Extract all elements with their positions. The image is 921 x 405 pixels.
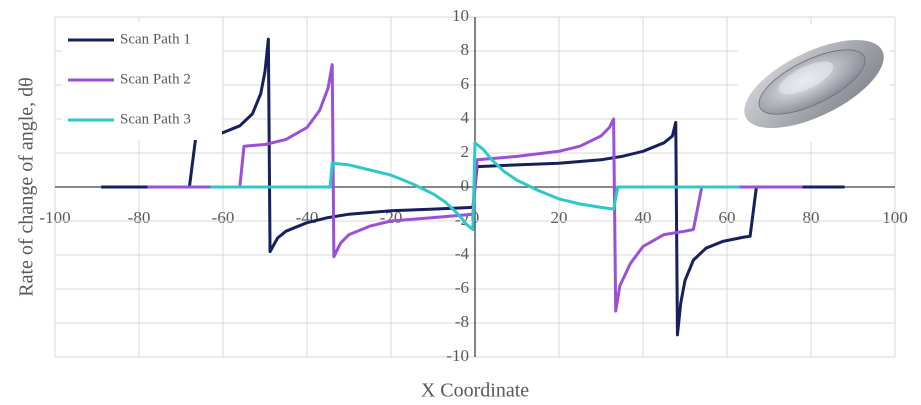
x-tick-label: -80 bbox=[128, 208, 151, 227]
y-tick-label: 8 bbox=[461, 40, 470, 59]
x-tick-label: 20 bbox=[551, 208, 568, 227]
legend-label: Scan Path 2 bbox=[120, 71, 191, 87]
x-axis-title: X Coordinate bbox=[421, 380, 529, 402]
y-tick-label: 4 bbox=[461, 108, 470, 127]
x-tick-label: 100 bbox=[882, 208, 908, 227]
y-tick-label: -8 bbox=[455, 312, 469, 331]
y-axis-title: Rate of change of angle, dθ bbox=[16, 77, 38, 297]
y-tick-label: -10 bbox=[446, 346, 469, 365]
legend: Scan Path 1 Scan Path 2 Scan Path 3 bbox=[62, 22, 222, 140]
x-tick-label: -60 bbox=[212, 208, 235, 227]
y-tick-label: -6 bbox=[455, 278, 469, 297]
chart: X Coordinate Rate of change of angle, dθ… bbox=[0, 0, 921, 405]
legend-label: Scan Path 3 bbox=[120, 111, 191, 127]
x-tick-label: 80 bbox=[803, 208, 820, 227]
y-tick-label: 2 bbox=[461, 142, 470, 161]
y-tick-label: 0 bbox=[461, 176, 470, 195]
x-tick-label: 60 bbox=[719, 208, 736, 227]
legend-label: Scan Path 1 bbox=[120, 31, 191, 47]
inset-image bbox=[732, 22, 897, 146]
y-tick-label: -4 bbox=[455, 244, 470, 263]
x-tick-label: 40 bbox=[635, 208, 652, 227]
y-tick-label: 6 bbox=[461, 74, 470, 93]
x-tick-label: -100 bbox=[39, 208, 70, 227]
y-tick-label: 10 bbox=[452, 6, 469, 25]
